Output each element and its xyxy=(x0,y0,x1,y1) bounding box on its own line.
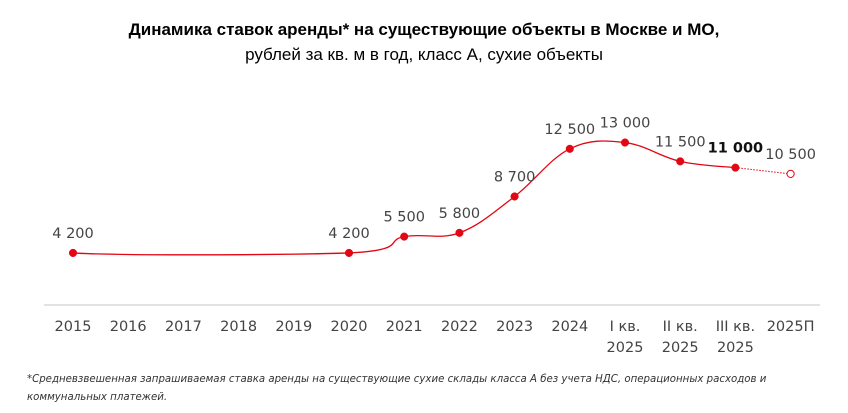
data-point xyxy=(68,248,78,257)
x-tick-label: I кв. xyxy=(610,319,641,335)
series-line xyxy=(72,140,736,256)
x-tick-label: 2025П xyxy=(767,319,815,335)
data-label: 10 500 xyxy=(765,147,816,163)
x-tick-label: 2016 xyxy=(110,319,147,335)
data-label: 4 200 xyxy=(328,226,370,242)
data-point xyxy=(400,232,409,241)
x-tick-label: 2019 xyxy=(275,319,312,335)
x-tick-label: III кв. xyxy=(716,319,755,335)
data-label: 11 000 xyxy=(708,141,764,157)
x-tick-label: 2021 xyxy=(386,319,423,335)
data-point xyxy=(344,248,354,257)
data-label: 11 500 xyxy=(655,134,706,150)
data-point xyxy=(455,228,464,237)
x-tick-label: II кв. xyxy=(663,319,698,335)
data-point xyxy=(676,157,685,166)
chart-subtitle: рублей за кв. м в год, класс А, сухие об… xyxy=(245,45,603,64)
data-point xyxy=(565,144,574,153)
data-label: 13 000 xyxy=(600,116,651,132)
x-tick-label: 2025 xyxy=(607,340,644,356)
forecast-point xyxy=(786,169,795,178)
x-tick-label: 2020 xyxy=(331,319,368,335)
x-tick-label: 2018 xyxy=(220,319,257,335)
x-tick-label: 2025 xyxy=(717,340,754,356)
data-label: 8 700 xyxy=(494,169,536,185)
x-tick-label: 2024 xyxy=(551,319,588,335)
data-label: 5 800 xyxy=(439,206,481,222)
chart-title: Динамика ставок аренды* на существующие … xyxy=(128,20,720,39)
forecast-line xyxy=(735,167,791,175)
x-tick-label: 2015 xyxy=(55,319,92,335)
data-point xyxy=(731,163,740,172)
data-point xyxy=(510,192,519,201)
x-tick-label: 2022 xyxy=(441,319,478,335)
footnote: *Средневзвешенная запрашиваемая ставка а… xyxy=(27,374,767,403)
x-tick-label: 2017 xyxy=(165,319,202,335)
data-label: 12 500 xyxy=(544,122,595,138)
x-tick-label: 2023 xyxy=(496,319,533,335)
x-tick-label: 2025 xyxy=(662,340,699,356)
data-label: 5 500 xyxy=(383,210,425,226)
data-point xyxy=(620,138,630,147)
data-label: 4 200 xyxy=(52,226,94,242)
